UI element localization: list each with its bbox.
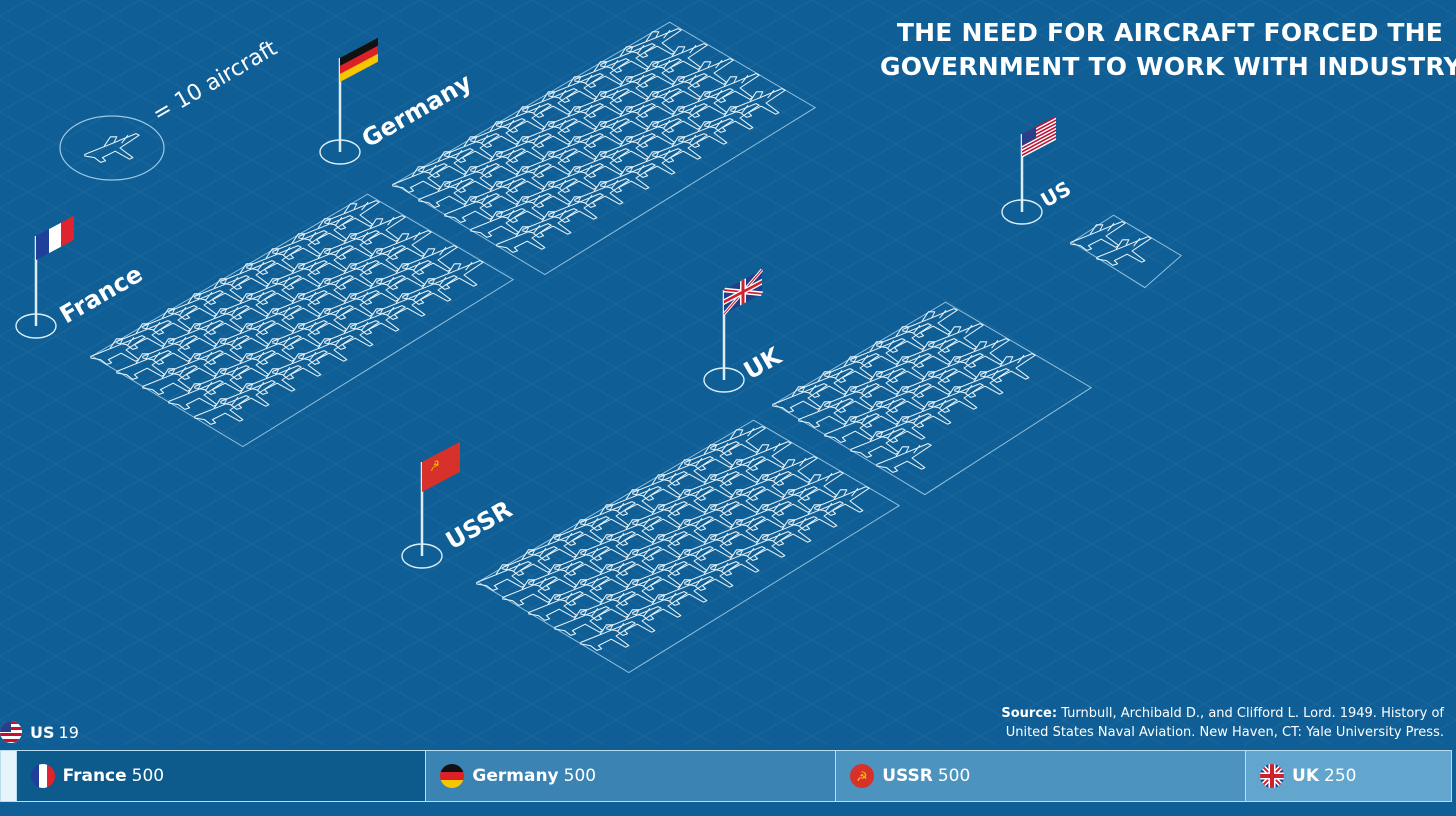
platform-uk — [773, 301, 1093, 496]
us-total-value: 19 — [58, 722, 79, 742]
bar-value-uk: 250 — [1324, 766, 1357, 786]
france-flag-icon — [30, 764, 55, 788]
ussr-flag-icon: ☭ — [422, 441, 460, 492]
france-flag-icon — [36, 215, 74, 260]
source-note: Source: Turnbull, Archibald D., and Clif… — [924, 704, 1444, 742]
platform-france — [91, 193, 515, 448]
uk-flag-icon — [722, 268, 764, 316]
bar-value-germany: 500 — [563, 766, 597, 786]
flag-germany — [319, 37, 378, 165]
flag-france — [15, 215, 74, 339]
bar-label-ussr: USSR — [882, 766, 933, 786]
germany-flag-icon — [340, 37, 378, 82]
source-label: Source: — [1001, 706, 1058, 721]
svg-text:☭: ☭ — [430, 456, 440, 474]
us-total-name: US — [30, 722, 55, 742]
bar-segment-germany: Germany 500 — [426, 751, 837, 801]
chart-title: THE NEED FOR AIRCRAFT FORCED THE GOVERNM… — [880, 16, 1456, 84]
chart-title-line-1: THE NEED FOR AIRCRAFT FORCED THE — [896, 18, 1444, 47]
plot-uk — [772, 301, 1093, 496]
bar-segment-ussr: ☭ USSR 500 — [836, 751, 1247, 801]
chart-title-line-2: GOVERNMENT TO WORK WITH INDUSTRY — [880, 52, 1456, 81]
legend-key-ellipse — [59, 115, 165, 181]
platform-germany — [393, 21, 817, 276]
source-line-1: Turnbull, Archibald D., and Clifford L. … — [1061, 706, 1444, 721]
germany-flag-icon — [440, 764, 465, 788]
us-total-label: US 19 — [0, 720, 79, 744]
flag-us — [1001, 115, 1056, 225]
platform-us — [1071, 214, 1183, 289]
us-flag-icon — [1022, 115, 1056, 158]
isometric-stage: = 10 aircraft ☭ Germany France UK US USS… — [0, 0, 1456, 745]
bar-value-france: 500 — [131, 766, 165, 786]
source-line-2: United States Naval Aviation. New Haven,… — [1005, 725, 1444, 740]
plot-ussr — [476, 419, 901, 674]
flag-poles: ☭ — [15, 37, 1056, 569]
stacked-total-bar: France 500 Germany 500 ☭ USSR 500 UK 250 — [0, 750, 1452, 802]
flag-uk — [703, 268, 764, 393]
bar-label-germany: Germany — [472, 766, 559, 786]
svg-text:☭: ☭ — [856, 770, 868, 785]
plot-germany — [392, 21, 817, 276]
platform-ussr — [477, 419, 901, 674]
bar-segment-france: France 500 — [16, 751, 427, 801]
bar-segment-uk: UK 250 — [1246, 751, 1451, 801]
uk-flag-icon — [1260, 764, 1285, 788]
plot-france — [90, 193, 515, 448]
plot-us — [1070, 214, 1183, 289]
flag-ussr: ☭ — [401, 441, 460, 569]
bar-value-ussr: 500 — [937, 766, 971, 786]
bar-label-uk: UK — [1292, 766, 1320, 786]
aircraft-plots — [90, 21, 1183, 674]
us-flag-icon — [0, 721, 22, 743]
bar-label-france: France — [62, 766, 127, 786]
ussr-flag-icon: ☭ — [850, 764, 875, 788]
bar-segment-us — [1, 751, 17, 801]
